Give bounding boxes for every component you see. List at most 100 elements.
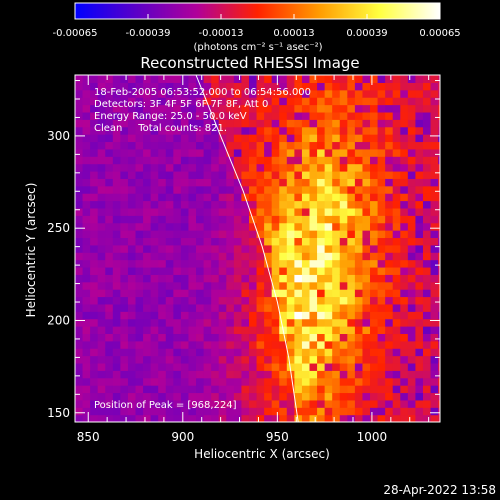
heatmap-cell xyxy=(392,185,401,194)
heatmap-cell xyxy=(415,252,424,261)
heatmap-cell xyxy=(188,170,197,179)
heatmap-cell xyxy=(196,348,205,357)
heatmap-cell xyxy=(400,185,409,194)
heatmap-cell xyxy=(370,193,379,202)
heatmap-cell xyxy=(180,170,190,179)
heatmap-cell xyxy=(370,311,379,320)
heatmap-cell xyxy=(332,281,341,290)
heatmap-cell xyxy=(339,119,348,128)
heatmap-cell xyxy=(135,178,144,187)
heatmap-cell xyxy=(90,318,99,327)
heatmap-cell xyxy=(112,75,121,83)
heatmap-cell xyxy=(422,148,432,157)
heatmap-cell xyxy=(301,392,311,401)
heatmap-cell xyxy=(143,230,152,239)
heatmap-cell xyxy=(317,318,326,327)
heatmap-cell xyxy=(173,407,182,416)
heatmap-cell xyxy=(90,119,99,128)
heatmap-cell xyxy=(165,333,174,342)
heatmap-cell xyxy=(370,252,379,261)
heatmap-cell xyxy=(82,414,91,422)
heatmap-cell xyxy=(158,119,167,128)
heatmap-cell xyxy=(385,296,394,305)
heatmap-cell xyxy=(385,414,394,422)
heatmap-cell xyxy=(317,392,326,401)
heatmap-cell xyxy=(422,237,432,246)
heatmap-cell xyxy=(332,126,341,135)
heatmap-cell xyxy=(339,289,348,298)
heatmap-cell xyxy=(135,222,144,231)
heatmap-cell xyxy=(127,163,137,172)
heatmap-cell xyxy=(415,326,424,335)
heatmap-cell xyxy=(165,163,174,172)
heatmap-cell xyxy=(143,266,152,275)
heatmap-cell xyxy=(211,148,220,157)
heatmap-cell xyxy=(294,148,303,157)
heatmap-cell xyxy=(226,311,235,320)
heatmap-cell xyxy=(354,126,364,135)
heatmap-cell xyxy=(370,215,379,224)
heatmap-cell xyxy=(332,377,341,386)
heatmap-cell xyxy=(286,281,295,290)
heatmap-cell xyxy=(196,222,205,231)
heatmap-cell xyxy=(75,266,84,275)
heatmap-cell xyxy=(317,163,326,172)
heatmap-cell xyxy=(286,385,295,394)
heatmap-cell xyxy=(90,362,99,371)
heatmap-cell xyxy=(362,97,371,106)
heatmap-cell xyxy=(286,134,295,143)
heatmap-cell xyxy=(165,259,174,268)
heatmap-cell xyxy=(317,119,326,128)
heatmap-cell xyxy=(165,111,174,120)
heatmap-cell xyxy=(226,333,235,342)
heatmap-cell xyxy=(415,163,424,172)
heatmap-cell xyxy=(309,370,318,379)
heatmap-cell xyxy=(377,134,386,143)
heatmap-cell xyxy=(120,185,129,194)
heatmap-cell xyxy=(264,207,273,216)
heatmap-cell xyxy=(105,326,114,335)
heatmap-cell xyxy=(196,170,205,179)
heatmap-cell xyxy=(354,185,364,194)
colorbar xyxy=(74,2,441,20)
heatmap-cell xyxy=(286,289,295,298)
heatmap-cell xyxy=(233,104,243,113)
heatmap-cell xyxy=(173,362,182,371)
heatmap-cell xyxy=(286,311,295,320)
heatmap-cell xyxy=(438,259,440,268)
heatmap-cell xyxy=(105,266,114,275)
heatmap-cell xyxy=(377,215,386,224)
heatmap-cell xyxy=(127,414,137,422)
heatmap-cell xyxy=(203,230,212,239)
heatmap-cell xyxy=(286,97,295,106)
heatmap-cell xyxy=(271,178,280,187)
heatmap-cell xyxy=(324,141,333,150)
heatmap-cell xyxy=(150,289,159,298)
heatmap-cell xyxy=(301,75,311,83)
heatmap-cell xyxy=(158,266,167,275)
heatmap-cell xyxy=(407,377,417,386)
heatmap-cell xyxy=(173,377,182,386)
heatmap-cell xyxy=(188,178,197,187)
heatmap-cell xyxy=(173,274,182,283)
heatmap-cell xyxy=(105,126,114,135)
heatmap-cell xyxy=(385,104,394,113)
heatmap-cell xyxy=(196,97,205,106)
heatmap-cell xyxy=(127,200,137,209)
heatmap-cell xyxy=(112,303,121,312)
heatmap-cell xyxy=(407,399,417,408)
heatmap-cell xyxy=(135,311,144,320)
heatmap-cell xyxy=(127,237,137,246)
heatmap-cell xyxy=(422,244,432,253)
heatmap-cell xyxy=(392,407,401,416)
heatmap-cell xyxy=(203,274,212,283)
heatmap-cell xyxy=(203,348,212,357)
plot-frame xyxy=(74,74,441,423)
heatmap-cell xyxy=(317,333,326,342)
heatmap-cell xyxy=(82,148,91,157)
heatmap-cell xyxy=(294,119,303,128)
heatmap-cell xyxy=(385,259,394,268)
heatmap-cell xyxy=(370,119,379,128)
heatmap-cell xyxy=(97,237,106,246)
heatmap-cell xyxy=(279,414,288,422)
